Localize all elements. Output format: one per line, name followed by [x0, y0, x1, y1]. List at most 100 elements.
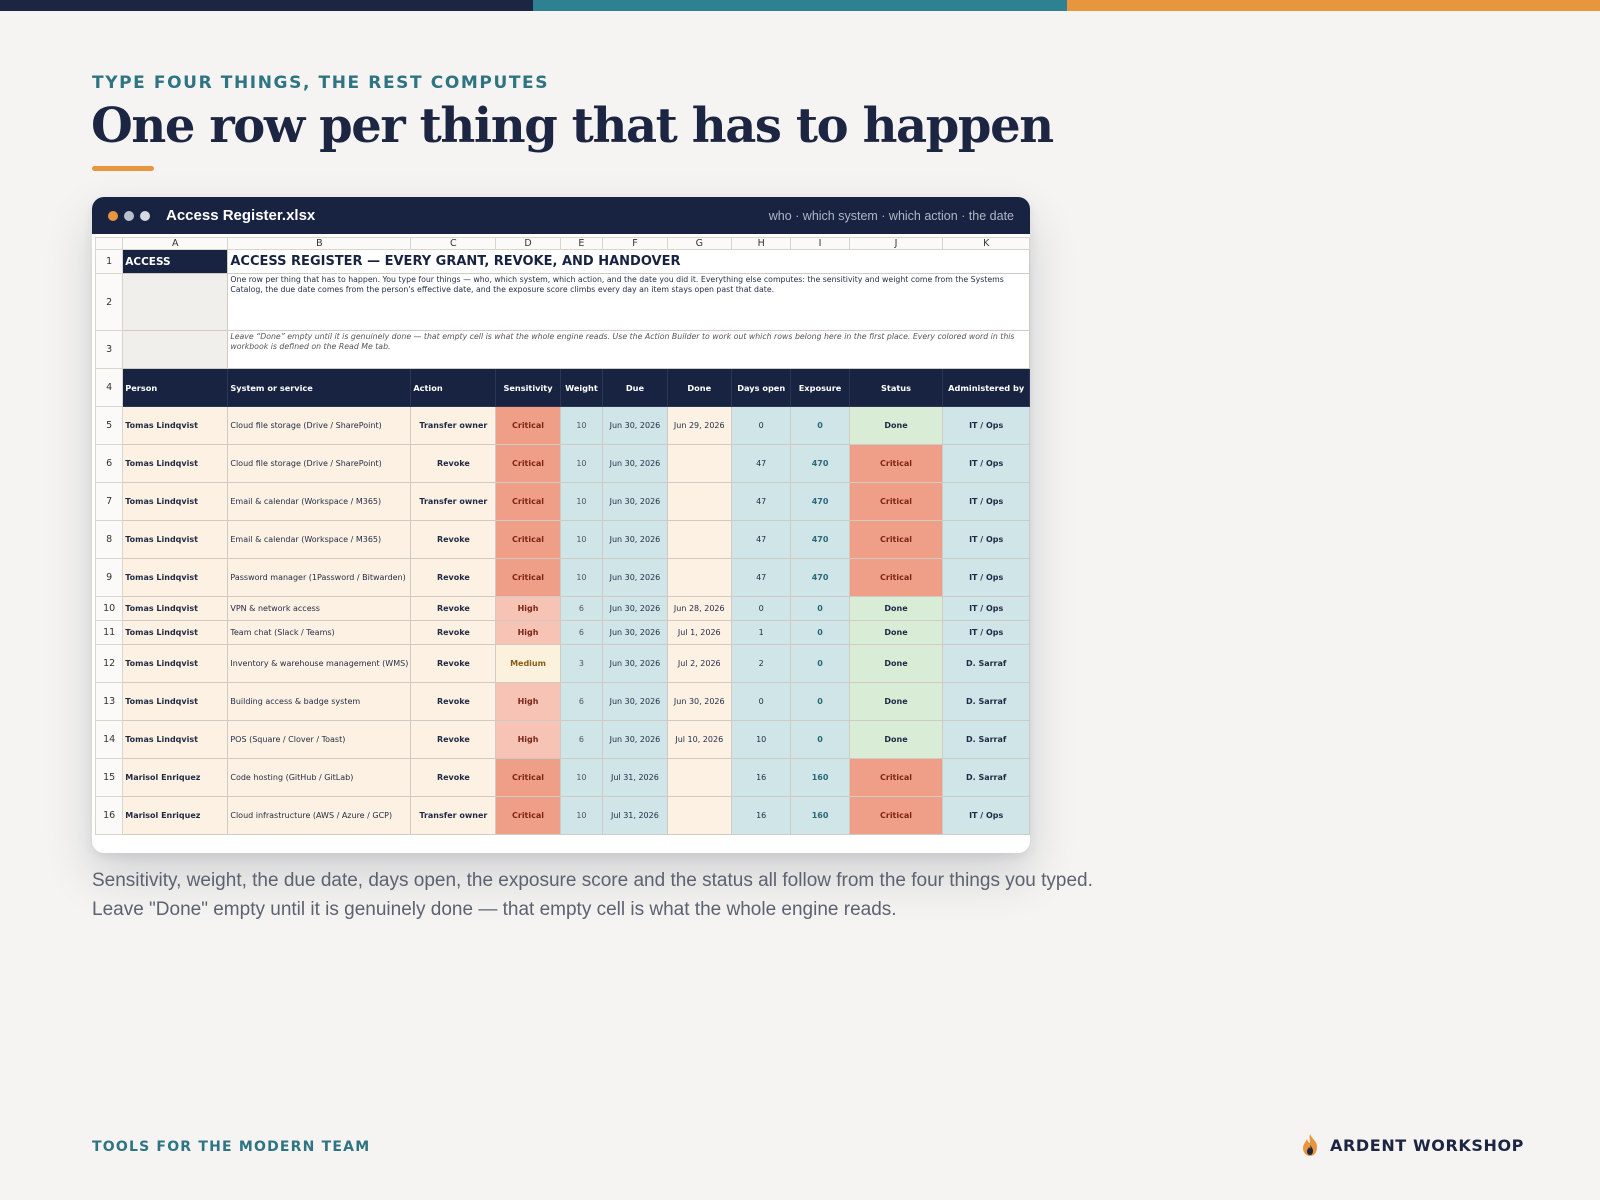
- cell-administered-by[interactable]: D. Sarraf: [942, 682, 1030, 721]
- cell-administered-by[interactable]: IT / Ops: [942, 444, 1030, 483]
- cell-sensitivity[interactable]: High: [495, 620, 561, 645]
- cell-status[interactable]: Done: [848, 406, 944, 445]
- column-header[interactable]: G: [666, 237, 732, 250]
- cell-person[interactable]: Tomas Lindqvist: [122, 644, 229, 683]
- column-header[interactable]: D: [495, 237, 561, 250]
- cell-status[interactable]: Critical: [848, 558, 944, 597]
- cell-person[interactable]: Tomas Lindqvist: [122, 406, 229, 445]
- cell-exposure[interactable]: 0: [790, 620, 850, 645]
- cell-weight[interactable]: 6: [559, 720, 604, 759]
- row-number[interactable]: 14: [94, 720, 124, 759]
- cell-exposure[interactable]: 470: [790, 482, 850, 521]
- cell-weight[interactable]: 6: [559, 620, 604, 645]
- cell-due[interactable]: Jun 30, 2026: [602, 720, 668, 759]
- cell-system[interactable]: Email & calendar (Workspace / M365): [227, 482, 412, 521]
- cell-system[interactable]: POS (Square / Clover / Toast): [227, 720, 412, 759]
- cell-due[interactable]: Jun 30, 2026: [602, 596, 668, 621]
- cell-due[interactable]: Jun 30, 2026: [602, 644, 668, 683]
- window-dot-orange[interactable]: [108, 210, 118, 221]
- cell-action[interactable]: Revoke: [410, 444, 497, 483]
- cell-exposure[interactable]: 0: [790, 720, 850, 759]
- cell-action[interactable]: Transfer owner: [410, 482, 497, 521]
- cell-status[interactable]: Critical: [848, 796, 944, 835]
- cell-administered-by[interactable]: IT / Ops: [942, 596, 1030, 621]
- row-number[interactable]: 3: [94, 330, 124, 369]
- cell-action[interactable]: Revoke: [410, 720, 497, 759]
- cell-system[interactable]: Password manager (1Password / Bitwarden): [227, 558, 412, 597]
- cell-exposure[interactable]: 470: [790, 520, 850, 559]
- cell-system[interactable]: Inventory & warehouse management (WMS): [227, 644, 412, 683]
- cell-administered-by[interactable]: IT / Ops: [942, 482, 1030, 521]
- cell-status[interactable]: Done: [848, 720, 944, 759]
- cell-administered-by[interactable]: D. Sarraf: [942, 644, 1030, 683]
- row-number[interactable]: 2: [94, 273, 124, 331]
- cell-sensitivity[interactable]: Critical: [495, 444, 561, 483]
- cell-status[interactable]: Done: [848, 682, 944, 721]
- column-header[interactable]: E: [559, 237, 604, 250]
- cell-due[interactable]: Jun 30, 2026: [602, 558, 668, 597]
- cell-exposure[interactable]: 470: [790, 558, 850, 597]
- column-header[interactable]: K: [942, 237, 1030, 250]
- header-status[interactable]: Status: [848, 368, 944, 407]
- row-number[interactable]: 11: [94, 620, 124, 645]
- cell-done[interactable]: [666, 444, 732, 483]
- window-dot-grey[interactable]: [124, 210, 134, 221]
- cell-days-open[interactable]: 2: [730, 644, 792, 683]
- cell-exposure[interactable]: 0: [790, 406, 850, 445]
- cell-status[interactable]: Done: [848, 596, 944, 621]
- row-number[interactable]: 1: [94, 249, 124, 274]
- cell-days-open[interactable]: 47: [730, 482, 792, 521]
- cell-person[interactable]: Tomas Lindqvist: [122, 520, 229, 559]
- cell-administered-by[interactable]: IT / Ops: [942, 558, 1030, 597]
- cell-sensitivity[interactable]: Critical: [495, 482, 561, 521]
- cell-due[interactable]: Jun 30, 2026: [602, 482, 668, 521]
- cell-exposure[interactable]: 0: [790, 682, 850, 721]
- header-exposure[interactable]: Exposure: [790, 368, 850, 407]
- cell-sensitivity[interactable]: Medium: [495, 644, 561, 683]
- cell-sensitivity[interactable]: Critical: [495, 558, 561, 597]
- blank-cell[interactable]: [122, 273, 229, 331]
- row-number[interactable]: 6: [94, 444, 124, 483]
- header-weight[interactable]: Weight: [559, 368, 604, 407]
- cell-exposure[interactable]: 470: [790, 444, 850, 483]
- column-header[interactable]: A: [122, 237, 229, 250]
- cell-exposure[interactable]: 160: [790, 796, 850, 835]
- access-label-cell[interactable]: ACCESS: [122, 249, 229, 274]
- cell-sensitivity[interactable]: Critical: [495, 406, 561, 445]
- cell-action[interactable]: Transfer owner: [410, 406, 497, 445]
- cell-days-open[interactable]: 0: [730, 682, 792, 721]
- cell-weight[interactable]: 6: [559, 596, 604, 621]
- header-administered-by[interactable]: Administered by: [942, 368, 1030, 407]
- cell-due[interactable]: Jul 31, 2026: [602, 758, 668, 797]
- header-person[interactable]: Person: [122, 368, 229, 407]
- cell-weight[interactable]: 3: [559, 644, 604, 683]
- cell-done[interactable]: Jun 29, 2026: [666, 406, 732, 445]
- cell-action[interactable]: Revoke: [410, 520, 497, 559]
- description-cell[interactable]: One row per thing that has to happen. Yo…: [227, 273, 1030, 331]
- cell-due[interactable]: Jun 30, 2026: [602, 444, 668, 483]
- cell-weight[interactable]: 10: [559, 444, 604, 483]
- cell-administered-by[interactable]: IT / Ops: [942, 406, 1030, 445]
- cell-done[interactable]: [666, 482, 732, 521]
- sheet-title-cell[interactable]: ACCESS REGISTER — EVERY GRANT, REVOKE, A…: [227, 249, 1030, 274]
- cell-weight[interactable]: 10: [559, 520, 604, 559]
- cell-status[interactable]: Done: [848, 644, 944, 683]
- cell-done[interactable]: Jun 30, 2026: [666, 682, 732, 721]
- cell-administered-by[interactable]: IT / Ops: [942, 620, 1030, 645]
- row-number[interactable]: 9: [94, 558, 124, 597]
- spreadsheet-grid[interactable]: A B C D E F G H I J K 1 ACCESS ACCESS RE…: [94, 237, 1030, 835]
- row-number[interactable]: 4: [94, 368, 124, 407]
- cell-done[interactable]: [666, 758, 732, 797]
- cell-days-open[interactable]: 16: [730, 796, 792, 835]
- cell-status[interactable]: Critical: [848, 444, 944, 483]
- cell-person[interactable]: Tomas Lindqvist: [122, 720, 229, 759]
- grid-corner[interactable]: [94, 237, 124, 250]
- cell-days-open[interactable]: 0: [730, 596, 792, 621]
- row-number[interactable]: 10: [94, 596, 124, 621]
- cell-days-open[interactable]: 47: [730, 520, 792, 559]
- cell-weight[interactable]: 10: [559, 796, 604, 835]
- row-number[interactable]: 13: [94, 682, 124, 721]
- cell-action[interactable]: Revoke: [410, 596, 497, 621]
- column-header[interactable]: F: [602, 237, 668, 250]
- cell-done[interactable]: [666, 558, 732, 597]
